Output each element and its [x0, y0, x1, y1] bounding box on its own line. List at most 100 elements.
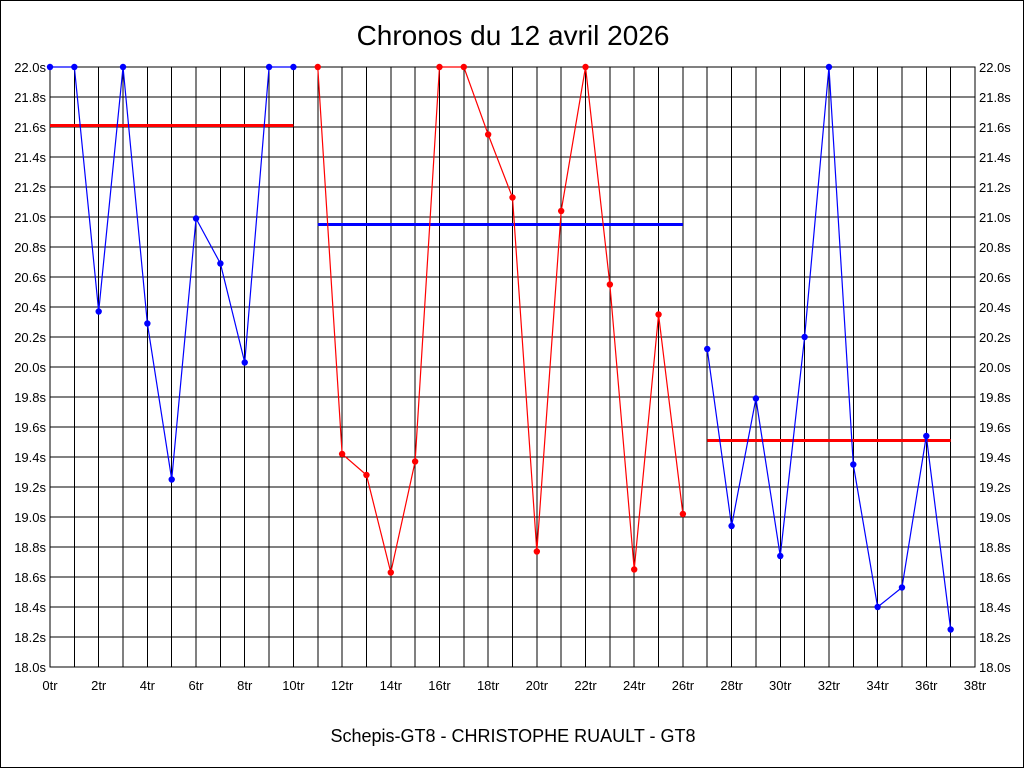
y-tick-label-right: 18.4s — [979, 600, 1011, 615]
y-tick-label-right: 20.4s — [979, 300, 1011, 315]
y-tick-label-right: 21.4s — [979, 150, 1011, 165]
series-line — [317, 66, 684, 573]
data-point — [46, 63, 54, 71]
x-tick-label: 32tr — [818, 678, 841, 693]
y-tick-label-right: 21.6s — [979, 120, 1011, 135]
x-tick-label: 28tr — [720, 678, 743, 693]
data-point — [144, 320, 151, 327]
y-tick-label-right: 21.8s — [979, 90, 1011, 105]
plot-border — [49, 66, 976, 668]
y-tick-label-left: 20.8s — [14, 240, 46, 255]
data-point — [728, 522, 735, 530]
data-point — [314, 63, 321, 71]
data-point — [606, 281, 614, 288]
data-point — [192, 215, 200, 222]
data-point — [168, 476, 175, 483]
data-point — [509, 194, 516, 201]
chart-title: Chronos du 12 avril 2026 — [357, 20, 670, 51]
y-tick-label-left: 19.8s — [14, 390, 46, 405]
y-tick-label-left: 21.4s — [14, 150, 46, 165]
data-point — [679, 510, 687, 518]
y-tick-label-right: 20.6s — [979, 270, 1011, 285]
data-point — [436, 63, 443, 71]
data-point — [338, 450, 346, 458]
data-point — [119, 63, 127, 71]
data-point — [533, 548, 541, 555]
y-tick-label-right: 22.0s — [979, 60, 1011, 75]
x-tick-label: 16tr — [428, 678, 451, 693]
data-point — [704, 345, 711, 353]
x-tick-label: 18tr — [477, 678, 500, 693]
x-tick-label: 26tr — [672, 678, 695, 693]
data-point — [290, 63, 297, 71]
x-tick-label: 6tr — [188, 678, 204, 693]
y-tick-label-right: 20.0s — [979, 360, 1011, 375]
y-tick-label-left: 18.0s — [14, 660, 46, 675]
y-tick-label-left: 21.6s — [14, 120, 46, 135]
x-tick-label: 0tr — [42, 678, 58, 693]
y-tick-label-right: 19.2s — [979, 480, 1011, 495]
y-tick-label-right: 18.8s — [979, 540, 1011, 555]
y-tick-label-left: 19.2s — [14, 480, 46, 495]
x-tick-label: 34tr — [866, 678, 889, 693]
x-tick-label: 2tr — [91, 678, 107, 693]
y-tick-label-right: 18.0s — [979, 660, 1011, 675]
data-point — [631, 566, 638, 573]
data-point — [923, 432, 930, 440]
x-tick-label: 38tr — [964, 678, 987, 693]
data-point — [71, 63, 78, 71]
data-point — [850, 461, 857, 468]
y-tick-label-right: 19.8s — [979, 390, 1011, 405]
data-point — [557, 207, 565, 215]
y-tick-label-left: 20.4s — [14, 300, 46, 315]
data-point — [411, 458, 419, 465]
series-lines — [50, 66, 952, 630]
data-point — [241, 359, 248, 366]
x-tick-label: 20tr — [526, 678, 549, 693]
y-tick-label-right: 19.0s — [979, 510, 1011, 525]
data-point — [801, 333, 808, 341]
y-tick-label-right: 20.8s — [979, 240, 1011, 255]
data-point — [460, 63, 468, 71]
average-lines — [50, 124, 951, 442]
data-point — [484, 131, 492, 138]
x-tick-label: 24tr — [623, 678, 646, 693]
y-tick-label-left: 19.4s — [14, 450, 46, 465]
y-tick-label-left: 21.0s — [14, 210, 46, 225]
x-tick-label: 30tr — [769, 678, 792, 693]
data-point — [898, 584, 906, 591]
y-tick-label-left: 19.0s — [14, 510, 46, 525]
grid — [49, 66, 976, 668]
data-point — [265, 63, 273, 71]
data-point — [217, 260, 224, 267]
data-point — [825, 63, 833, 71]
x-tick-label: 12tr — [331, 678, 354, 693]
y-tick-label-left: 22.0s — [14, 60, 46, 75]
x-tick-label: 8tr — [237, 678, 253, 693]
data-point — [947, 626, 954, 633]
y-tick-label-left: 20.0s — [14, 360, 46, 375]
y-tick-label-right: 20.2s — [979, 330, 1011, 345]
y-tick-label-left: 21.8s — [14, 90, 46, 105]
y-tick-label-right: 21.2s — [979, 180, 1011, 195]
x-tick-label: 10tr — [282, 678, 305, 693]
data-point — [874, 603, 881, 611]
data-point — [95, 308, 102, 315]
data-point — [655, 311, 662, 318]
y-tick-label-left: 19.6s — [14, 420, 46, 435]
axes: 22.0s 22.0s 21.8s 21.8s 21.6s 21.6s 21.4s 21.4s… — [14, 60, 1011, 693]
x-tick-label: 22tr — [574, 678, 597, 693]
y-tick-label-left: 18.8s — [14, 540, 46, 555]
x-tick-label: 14tr — [380, 678, 403, 693]
data-point — [582, 63, 589, 71]
y-tick-label-right: 18.2s — [979, 630, 1011, 645]
data-points — [46, 63, 954, 633]
data-point — [363, 471, 370, 479]
y-tick-label-left: 20.2s — [14, 330, 46, 345]
x-tick-label: 4tr — [140, 678, 156, 693]
y-tick-label-left: 18.2s — [14, 630, 46, 645]
chart-footer: Schepis-GT8 - CHRISTOPHE RUAULT - GT8 — [330, 726, 695, 746]
y-tick-label-left: 21.2s — [14, 180, 46, 195]
